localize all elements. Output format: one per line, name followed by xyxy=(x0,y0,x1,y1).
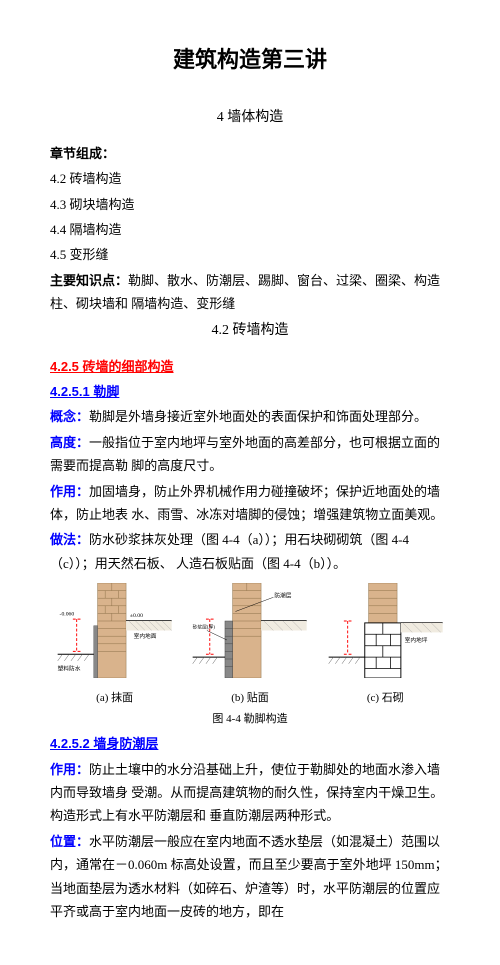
effect2-label: 作用： xyxy=(50,762,89,777)
svg-text:防潮层: 防潮层 xyxy=(275,591,292,599)
sub42-title: 4.2 砖墙构造 xyxy=(50,318,450,343)
toc-item: 4.4 隔墙构造 xyxy=(50,218,450,241)
position-label: 位置： xyxy=(50,834,89,849)
svg-text:室内地面: 室内地面 xyxy=(134,632,157,640)
concept-text: 勒脚是外墙身接近室外地面处的表面保护和饰面处理部分。 xyxy=(89,409,427,424)
position-line: 位置：水平防潮层一般应在室内地面不透水垫层（如混凝土）范围以内，通常在－0.06… xyxy=(50,830,450,924)
effect2-line: 作用：防止土壤中的水分沿基础上升，使位于勒脚处的地面水渗入墙内而导致墙身 受潮。… xyxy=(50,758,450,828)
height-label: 高度： xyxy=(50,435,89,450)
effect-label: 作用： xyxy=(50,484,89,499)
concept-label: 概念： xyxy=(50,409,89,424)
knowledge-points: 主要知识点：勒脚、散水、防潮层、踢脚、窗台、过梁、圈梁、构造柱、砌块墙和 隔墙构… xyxy=(50,269,450,316)
svg-text:-0.060: -0.060 xyxy=(60,612,75,618)
diagram-a: -0.060 ±0.00 室内地面 塑料防水 (a) 抹面 xyxy=(50,583,179,708)
toc-item: 4.5 变形缝 xyxy=(50,243,450,266)
height-line: 高度：一般指位于室内地坪与室外地面的高差部分，也可根据立面的需要而提高勒 脚的高… xyxy=(50,431,450,478)
section-label: 章节组成： xyxy=(50,142,450,165)
svg-text:室内地坪: 室内地坪 xyxy=(404,636,427,644)
knowledge-label: 主要知识点： xyxy=(50,273,128,288)
diagram-b-label: (b) 贴面 xyxy=(185,689,314,709)
h425: 4.2.5 砖墙的细部构造 xyxy=(50,359,174,374)
effect-line: 作用：加固墙身，防止外界机械作用力碰撞破坏；保护近地面处的墙体，防止地表 水、雨… xyxy=(50,480,450,527)
diagram-a-label: (a) 抹面 xyxy=(50,689,179,709)
figure-caption: 图 4-4 勒脚构造 xyxy=(50,710,450,730)
diagram-c-label: (c) 石砌 xyxy=(321,689,450,709)
diagram-b: 防潮层 砂浆层(厚) (b) 贴面 xyxy=(185,583,314,708)
svg-text:±0.00: ±0.00 xyxy=(130,613,143,619)
svg-text:塑料防水: 塑料防水 xyxy=(58,665,81,673)
method-label: 做法： xyxy=(50,532,89,547)
effect2-text: 防止土壤中的水分沿基础上升，使位于勒脚处的地面水渗入墙内而导致墙身 受潮。从而提… xyxy=(50,762,443,824)
main-title: 建筑构造第三讲 xyxy=(50,40,450,80)
svg-text:砂浆层(厚): 砂浆层(厚) xyxy=(193,624,216,631)
h4251: 4.2.5.1 勒脚 xyxy=(50,384,119,399)
chapter-title: 4 墙体构造 xyxy=(50,105,450,130)
effect-text: 加固墙身，防止外界机械作用力碰撞破坏；保护近地面处的墙体，防止地表 水、雨雪、冰… xyxy=(50,484,443,522)
h4252: 4.2.5.2 墙身防潮层 xyxy=(50,736,158,751)
toc-item: 4.2 砖墙构造 xyxy=(50,167,450,190)
toc-item: 4.3 砌块墙构造 xyxy=(50,193,450,216)
diagram-c: 室内地坪 (c) 石砌 xyxy=(321,583,450,708)
position-text: 水平防潮层一般应在室内地面不透水垫层（如混凝土）范围以内，通常在－0.060m … xyxy=(50,834,448,919)
section-label-text: 章节组成： xyxy=(50,146,115,161)
method-line: 做法：防水砂浆抹灰处理（图 4-4（a））；用石块砌砌筑（图 4-4（c））；用… xyxy=(50,528,450,575)
concept-line: 概念：勒脚是外墙身接近室外地面处的表面保护和饰面处理部分。 xyxy=(50,405,450,428)
diagram-row: -0.060 ±0.00 室内地面 塑料防水 (a) 抹面 xyxy=(50,583,450,708)
height-text: 一般指位于室内地坪与室外地面的高差部分，也可根据立面的需要而提高勒 脚的高度尺寸… xyxy=(50,435,440,473)
method-text: 防水砂浆抹灰处理（图 4-4（a））；用石块砌砌筑（图 4-4（c））；用天然石… xyxy=(50,532,409,570)
